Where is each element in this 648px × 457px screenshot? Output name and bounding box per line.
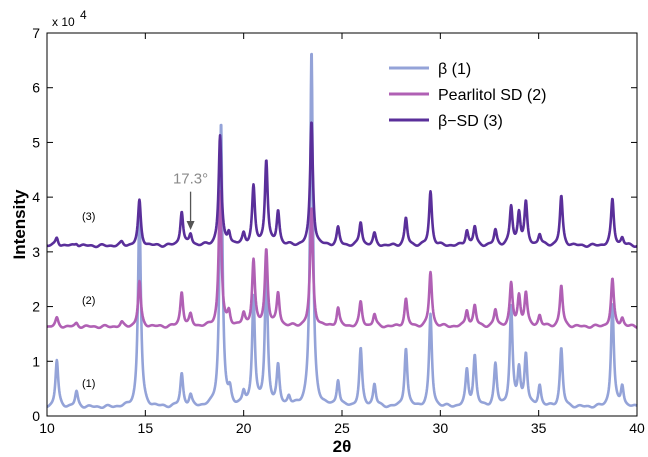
y-tick-label: 4 <box>32 189 40 205</box>
ticks-layer: 10 15 20 25 30 35 40 0 1 2 3 4 5 6 7 <box>32 25 645 436</box>
series-line-3 <box>46 121 638 249</box>
series-line-1 <box>46 52 638 410</box>
y-axis-multiplier-exponent: 4 <box>80 8 87 22</box>
series-tag-1: (1) <box>82 378 95 390</box>
y-tick-label: 1 <box>32 353 40 369</box>
series-line-2 <box>46 189 638 330</box>
y-tick-label: 5 <box>32 134 40 150</box>
y-tick-label: 2 <box>32 299 40 315</box>
series-tag-3: (3) <box>82 211 95 223</box>
series-layer <box>46 52 638 410</box>
annotation-text: 17.3° <box>173 171 208 188</box>
x-tick-label: 15 <box>138 420 154 436</box>
x-tick-label: 25 <box>334 420 350 436</box>
legend-label-2: Pearlitol SD (2) <box>438 87 546 104</box>
annotation-arrow-head <box>186 220 195 230</box>
x-axis-label: 2θ <box>333 437 352 456</box>
x-tick-label: 30 <box>433 420 449 436</box>
y-tick-label: 6 <box>32 80 40 96</box>
x-tick-label: 40 <box>629 420 645 436</box>
annotation-layer: (1) (2) (3) 17.3° <box>82 171 208 390</box>
legend-label-1: β (1) <box>438 61 471 78</box>
x-tick-label: 35 <box>531 420 547 436</box>
x-tick-label: 10 <box>39 420 55 436</box>
x-tick-label: 20 <box>236 420 252 436</box>
legend: β (1) Pearlitol SD (2) β−SD (3) <box>389 61 546 130</box>
y-axis-label: Intensity <box>10 189 29 259</box>
y-tick-label: 0 <box>32 408 40 424</box>
y-tick-label: 3 <box>32 244 40 260</box>
y-axis-multiplier: x 10 <box>52 15 75 29</box>
y-tick-label: 7 <box>32 25 40 41</box>
series-tag-2: (2) <box>82 295 95 307</box>
legend-label-3: β−SD (3) <box>438 113 503 130</box>
